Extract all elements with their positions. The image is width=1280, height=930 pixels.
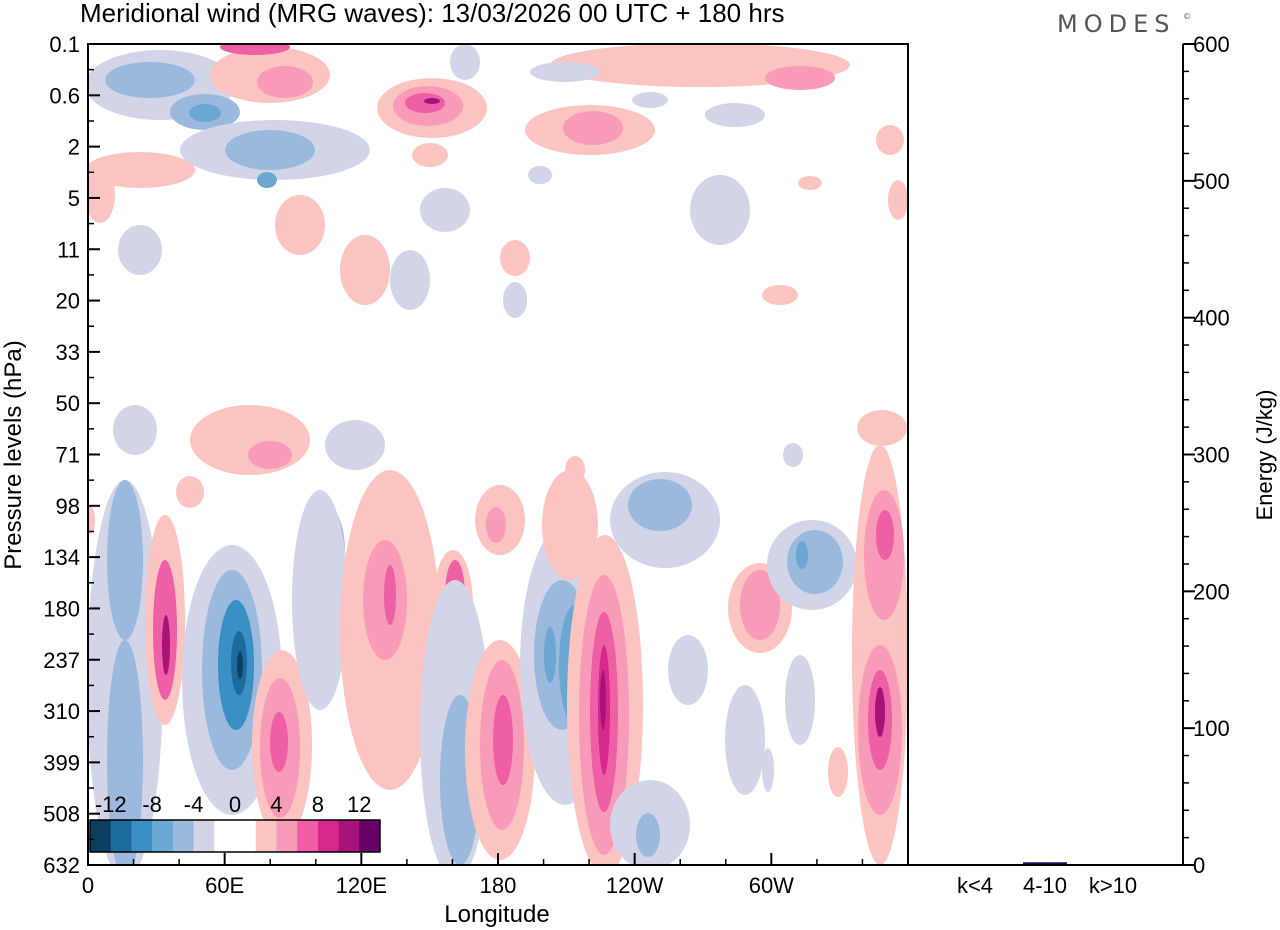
colorbar-frame — [89, 819, 381, 853]
pressure-tick-label: 180 — [43, 596, 80, 621]
colorbar-swatch — [255, 820, 277, 852]
colorbar-tick-label: -12 — [95, 792, 127, 817]
longitude-axis: 0 60E 120E 180 120W 60W — [82, 853, 864, 898]
upper-anomalies — [88, 44, 908, 318]
pressure-tick-label: 632 — [43, 853, 80, 878]
colorbar-swatch — [297, 820, 319, 852]
energy-bars: k<4 4-10 k>10 — [953, 862, 1137, 898]
energy-tick-label: 100 — [1193, 716, 1230, 741]
energy-axis-label: Energy (J/kg) — [1252, 390, 1277, 521]
longitude-tick-label: 60W — [749, 873, 794, 898]
colorbar-swatch — [172, 820, 195, 852]
colorbar-tick-label: 4 — [270, 792, 282, 817]
pressure-tick-label: 2 — [68, 135, 80, 160]
colorbar-swatch — [90, 820, 112, 852]
pressure-tick-label: 237 — [43, 648, 80, 673]
colorbar-tick-label: 12 — [347, 792, 371, 817]
longitude-tick-label: 0 — [82, 873, 94, 898]
pressure-tick-label: 50 — [56, 391, 80, 416]
energy-tick-label: 500 — [1193, 169, 1230, 194]
pressure-tick-label: 310 — [43, 699, 80, 724]
pressure-tick-label: 71 — [56, 443, 80, 468]
lower-anomalies — [88, 445, 908, 865]
colorbar-swatch — [276, 820, 298, 852]
colorbar-swatch — [338, 820, 360, 852]
pressure-tick-label: 5 — [68, 186, 80, 211]
pressure-tick-label: 508 — [43, 802, 80, 827]
colorbar: -12 -8 -4 0 4 8 12 — [89, 792, 381, 853]
energy-category-label: k>10 — [1089, 873, 1137, 898]
energy-tick-label: 300 — [1193, 443, 1230, 468]
colorbar-swatch — [317, 820, 340, 852]
pressure-tick-label: 0.1 — [49, 32, 80, 57]
longitude-tick-label: 60E — [205, 873, 244, 898]
pressure-tick-label: 20 — [56, 289, 80, 314]
pressure-axis: 0.1 0.6 2 5 11 20 33 50 71 98 134 180 237 310 399 508 63… — [43, 32, 100, 878]
energy-axis: 0 100 200 300 400 500 600 — [1183, 32, 1230, 878]
pressure-tick-label: 33 — [56, 340, 80, 365]
colorbar-swatch — [214, 820, 236, 852]
energy-category-label: k<4 — [957, 873, 993, 898]
longitude-tick-label: 120W — [606, 873, 664, 898]
colorbar-swatch — [193, 820, 215, 852]
colorbar-tick-label: 8 — [312, 792, 324, 817]
pressure-tick-label: 134 — [43, 545, 80, 570]
pressure-tick-label: 399 — [43, 750, 80, 775]
pressure-tick-label: 11 — [57, 237, 80, 262]
colorbar-swatch — [152, 820, 174, 852]
colorbar-tick-label: -8 — [142, 792, 162, 817]
energy-category-label: 4-10 — [1023, 873, 1067, 898]
colorbar-swatch — [359, 820, 381, 852]
longitude-tick-label: 120E — [336, 873, 387, 898]
chart-title: Meridional wind (MRG waves): 13/03/2026 … — [80, 0, 785, 28]
energy-tick-label: 200 — [1193, 579, 1230, 604]
colorbar-swatch — [131, 820, 153, 852]
brand-logo: MODES — [1057, 10, 1175, 38]
brand-copyright-mark: © — [1183, 12, 1197, 21]
colorbar-swatch — [110, 820, 132, 852]
y-axis-label: Pressure levels (hPa) — [0, 340, 27, 569]
energy-tick-label: 600 — [1193, 32, 1230, 57]
colorbar-tick-label: 0 — [229, 792, 241, 817]
pressure-tick-label: 0.6 — [49, 83, 80, 108]
mid-anomalies — [113, 405, 907, 508]
colorbar-tick-label: -4 — [184, 792, 204, 817]
colorbar-swatch — [235, 820, 257, 852]
energy-bar — [1023, 862, 1067, 865]
energy-tick-label: 0 — [1193, 853, 1205, 878]
longitude-tick-label: 180 — [480, 873, 517, 898]
x-axis-label: Longitude — [444, 901, 549, 928]
wind-field — [88, 44, 908, 865]
pressure-tick-label: 98 — [56, 494, 80, 519]
energy-tick-label: 400 — [1193, 306, 1230, 331]
